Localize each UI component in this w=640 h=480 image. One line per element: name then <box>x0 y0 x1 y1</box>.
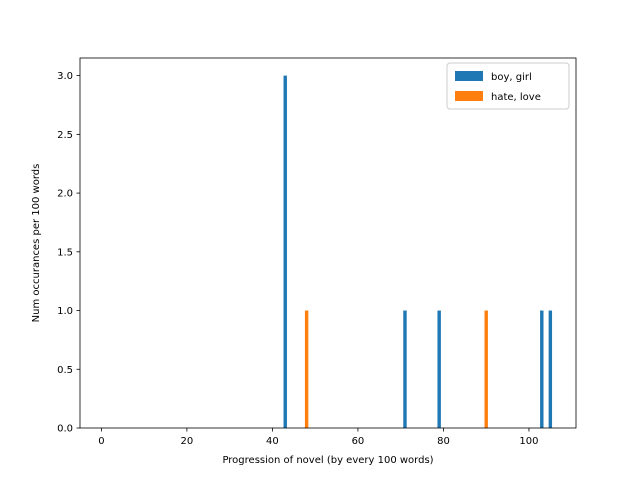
x-tick-label-4: 80 <box>437 436 450 447</box>
legend-swatch-0 <box>455 71 483 81</box>
y-tick-label-4: 2.0 <box>57 189 73 200</box>
x-tick-label-5: 100 <box>519 436 538 447</box>
plot-area-frame <box>79 57 577 429</box>
bar-series1-1 <box>484 310 488 428</box>
y-tick-label-2: 1.0 <box>57 306 73 317</box>
y-tick-label-1: 0.5 <box>57 365 73 376</box>
y-axis-ticks: 0.0 0.5 1.0 1.5 2.0 2.5 3.0 <box>57 71 80 435</box>
x-tick-label-3: 60 <box>352 436 365 447</box>
bar-series0-1 <box>403 310 407 428</box>
y-tick-label-5: 2.5 <box>57 130 73 141</box>
legend-label-1: hate, love <box>491 92 541 103</box>
bar-series1-0 <box>304 310 309 428</box>
x-axis-ticks: 0 20 40 60 80 100 <box>98 428 539 447</box>
y-tick-label-3: 1.5 <box>57 247 73 258</box>
legend: boy, girl hate, love <box>446 62 570 110</box>
bar-series0-0 <box>283 75 287 428</box>
x-axis-label: Progression of novel (by every 100 words… <box>222 455 433 466</box>
y-axis-label: Num occurances per 100 words <box>31 164 42 323</box>
bar-series0-4 <box>548 310 553 428</box>
y-tick-label-6: 3.0 <box>57 71 73 82</box>
legend-swatch-1 <box>455 91 483 101</box>
bar-series0-2 <box>437 310 441 428</box>
bar-series0-3 <box>540 310 544 428</box>
bars-layer <box>283 75 553 428</box>
y-tick-label-0: 0.0 <box>57 424 73 435</box>
x-tick-label-0: 0 <box>98 436 104 447</box>
x-tick-label-1: 20 <box>181 436 194 447</box>
legend-label-0: boy, girl <box>491 72 532 83</box>
x-tick-label-2: 40 <box>266 436 279 447</box>
